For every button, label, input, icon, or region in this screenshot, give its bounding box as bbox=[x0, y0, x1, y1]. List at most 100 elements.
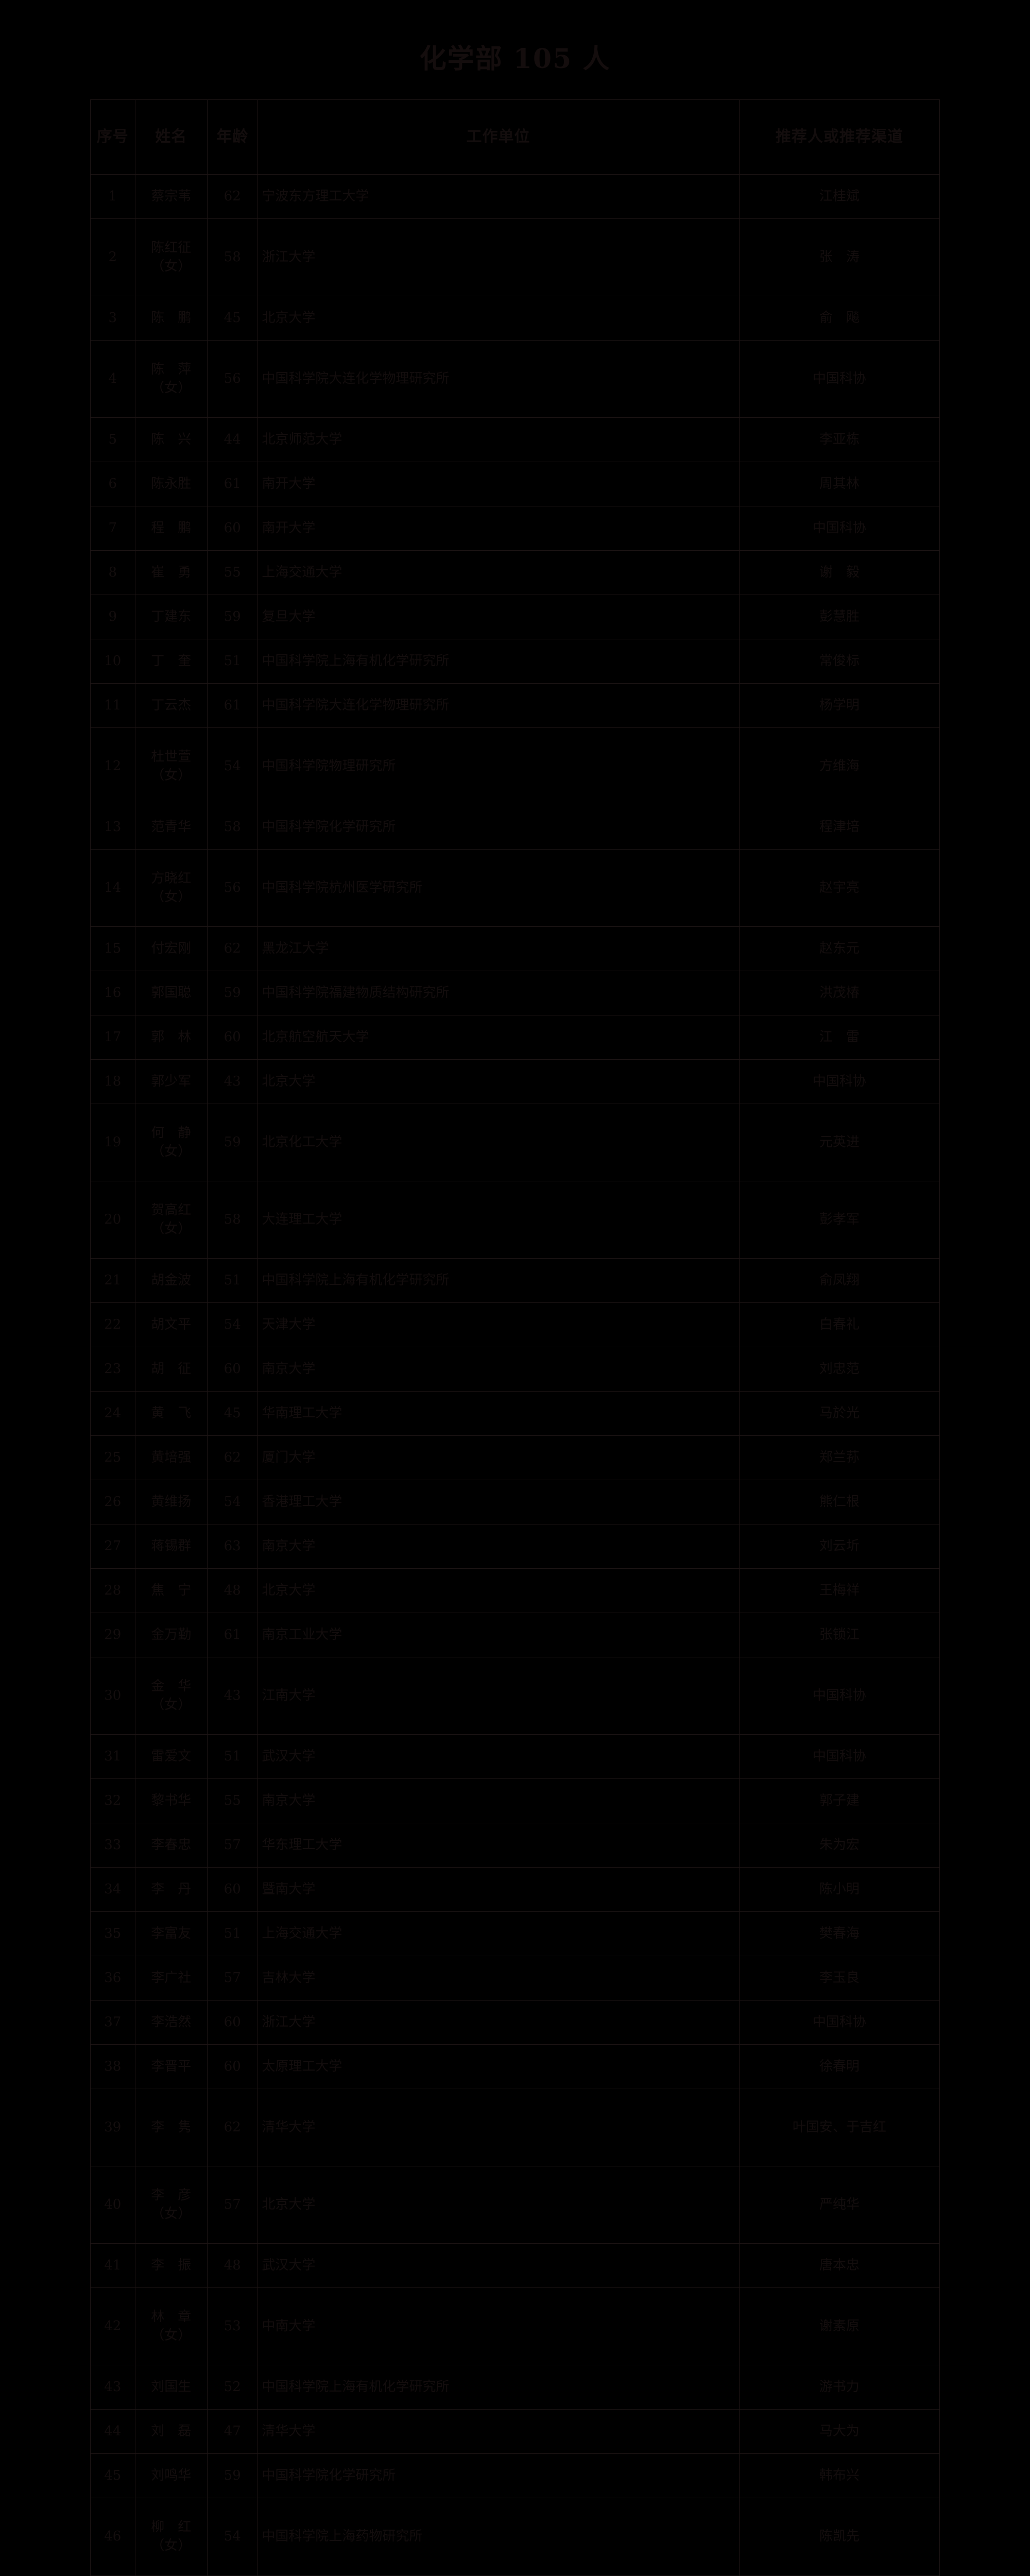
cell-workplace: 中国科学院上海有机化学研究所 bbox=[257, 639, 740, 684]
cell-workplace: 中南大学 bbox=[257, 2287, 740, 2365]
cell-recommender: 中国科协 bbox=[739, 1657, 940, 1735]
cell-age: 48 bbox=[207, 2243, 258, 2288]
cell-age: 58 bbox=[207, 1181, 258, 1259]
cell-workplace: 南京大学 bbox=[257, 1524, 740, 1569]
table-row: 42 林 章 （女） 53 中南大学 谢素原 bbox=[90, 2287, 940, 2365]
cell-name: 雷爱文 bbox=[134, 1734, 208, 1779]
table-row: 20 贺高红 （女） 58 大连理工大学 彭孝军 bbox=[90, 1181, 940, 1259]
table-row: 1 蔡宗苇 62 宁波东方理工大学 江桂斌 bbox=[90, 174, 940, 219]
cell-age: 58 bbox=[207, 218, 258, 296]
cell-name: 李晋平 bbox=[134, 2044, 208, 2089]
table-row: 6 陈永胜 61 南开大学 周其林 bbox=[90, 462, 940, 506]
table-row: 45 刘鸣华 59 中国科学院化学研究所 韩布兴 bbox=[90, 2453, 940, 2498]
cell-index: 25 bbox=[90, 1435, 135, 1480]
table-row: 17 郭 林 60 北京航空航天大学江 雷 bbox=[90, 1015, 940, 1060]
cell-age: 45 bbox=[207, 1391, 258, 1436]
cell-index: 21 bbox=[90, 1258, 135, 1303]
cell-age: 55 bbox=[207, 550, 258, 595]
cell-index: 26 bbox=[90, 1480, 135, 1524]
table-row: 23 胡 征 60 南京大学 刘忠范 bbox=[90, 1347, 940, 1392]
cell-name: 丁云杰 bbox=[134, 683, 208, 728]
cell-recommender: 郑兰荪 bbox=[739, 1435, 940, 1480]
cell-name: 胡文平 bbox=[134, 1302, 208, 1347]
cell-workplace: 上海交通大学 bbox=[257, 1911, 740, 1956]
table-row: 28 焦 宁 48 北京大学 王梅祥 bbox=[90, 1568, 940, 1613]
cell-age: 48 bbox=[207, 1568, 258, 1613]
cell-workplace: 武汉大学 bbox=[257, 2243, 740, 2288]
cell-workplace: 太原理工大学 bbox=[257, 2044, 740, 2089]
cell-index: 20 bbox=[90, 1181, 135, 1259]
page-title: 化学部 105 人 bbox=[419, 43, 611, 75]
column-header-age: 年龄 bbox=[207, 99, 258, 175]
cell-name: 贺高红 （女） bbox=[134, 1181, 208, 1259]
cell-workplace: 北京大学 bbox=[257, 1059, 740, 1104]
cell-age: 53 bbox=[207, 2287, 258, 2365]
cell-index: 6 bbox=[90, 462, 135, 506]
cell-name: 陈 萍 （女） bbox=[134, 340, 208, 418]
cell-age: 47 bbox=[207, 2409, 258, 2454]
cell-name: 李富友 bbox=[134, 1911, 208, 1956]
cell-age: 57 bbox=[207, 1956, 258, 2001]
cell-workplace: 北京大学 bbox=[257, 2166, 740, 2244]
cell-name: 胡 征 bbox=[134, 1347, 208, 1392]
cell-age: 62 bbox=[207, 926, 258, 971]
cell-index: 4 bbox=[90, 340, 135, 418]
cell-age: 54 bbox=[207, 727, 258, 805]
cell-age: 43 bbox=[207, 1059, 258, 1104]
cell-recommender: 马大为 bbox=[739, 2409, 940, 2454]
cell-age: 54 bbox=[207, 2498, 258, 2575]
cell-name: 刘国生 bbox=[134, 2365, 208, 2410]
table-row: 15 付宏刚 62 黑龙江大学 赵东元 bbox=[90, 926, 940, 971]
cell-age: 63 bbox=[207, 1524, 258, 1569]
cell-index: 5 bbox=[90, 417, 135, 462]
cell-index: 15 bbox=[90, 926, 135, 971]
cell-recommender: 唐本忠 bbox=[739, 2243, 940, 2288]
cell-workplace: 中国科学院上海药物研究所 bbox=[257, 2498, 740, 2575]
cell-age: 59 bbox=[207, 2453, 258, 2498]
cell-workplace: 南开大学 bbox=[257, 506, 740, 551]
cell-recommender: 赵东元 bbox=[739, 926, 940, 971]
cell-name: 范青华 bbox=[134, 805, 208, 850]
cell-name: 蒋锡群 bbox=[134, 1524, 208, 1569]
cell-workplace: 天津大学 bbox=[257, 1302, 740, 1347]
cell-age: 56 bbox=[207, 2575, 258, 2576]
cell-recommender: 谢素原 bbox=[739, 2287, 940, 2365]
cell-index: 29 bbox=[90, 1613, 135, 1657]
cell-name: 丁建东 bbox=[134, 595, 208, 639]
cell-index: 9 bbox=[90, 595, 135, 639]
cell-workplace: 中国科学院杭州医学研究所 bbox=[257, 849, 740, 927]
cell-recommender: 方维海 bbox=[739, 727, 940, 805]
cell-index: 24 bbox=[90, 1391, 135, 1436]
cell-name: 杜世萱 （女） bbox=[134, 727, 208, 805]
cell-recommender: 李亚栋 bbox=[739, 417, 940, 462]
table-row: 11 丁云杰 61 中国科学院大连化学物理研究所 杨学明 bbox=[90, 683, 940, 728]
cell-index: 33 bbox=[90, 1823, 135, 1868]
cell-workplace: 中国科学院上海有机化学研究所 bbox=[257, 2365, 740, 2410]
table-row: 47卢云峰56北京化工大学中国科协 bbox=[90, 2575, 940, 2576]
cell-recommender: 熊仁根 bbox=[739, 1480, 940, 1524]
cell-name: 黄维扬 bbox=[134, 1480, 208, 1524]
table-row: 12 杜世萱 （女） 54 中国科学院物理研究所 方维海 bbox=[90, 727, 940, 805]
cell-name: 胡金波 bbox=[134, 1258, 208, 1303]
cell-name: 李 彦 （女） bbox=[134, 2166, 208, 2244]
cell-index: 37 bbox=[90, 2000, 135, 2045]
table-row: 24 黄 飞 45 华南理工大学 马於光 bbox=[90, 1391, 940, 1436]
table-row: 22 胡文平 54 天津大学 白春礼 bbox=[90, 1302, 940, 1347]
cell-workplace: 黑龙江大学 bbox=[257, 926, 740, 971]
cell-recommender: 中国科协 bbox=[739, 506, 940, 551]
table-row: 35 李富友 51 上海交通大学 樊春海 bbox=[90, 1911, 940, 1956]
cell-workplace: 吉林大学 bbox=[257, 1956, 740, 2001]
table-row: 40 李 彦 （女） 57 北京大学 严纯华 bbox=[90, 2166, 940, 2244]
cell-index: 23 bbox=[90, 1347, 135, 1392]
table-row: 29 金万勤 61 南京工业大学 张锁江 bbox=[90, 1613, 940, 1657]
cell-recommender: 陈小明 bbox=[739, 1867, 940, 1912]
cell-workplace: 香港理工大学 bbox=[257, 1480, 740, 1524]
cell-workplace: 浙江大学 bbox=[257, 218, 740, 296]
table-row: 2 陈红征 （女） 58 浙江大学张 涛 bbox=[90, 218, 940, 296]
candidate-roster-table: 序号 姓名 年龄 工作单位 推荐人或推荐渠道 1 蔡宗苇 62 宁波东方理工大学 江桂斌… bbox=[90, 99, 940, 2576]
cell-index: 19 bbox=[90, 1104, 135, 1181]
cell-workplace: 南京工业大学 bbox=[257, 1613, 740, 1657]
cell-name: 柳 红 （女） bbox=[134, 2498, 208, 2575]
